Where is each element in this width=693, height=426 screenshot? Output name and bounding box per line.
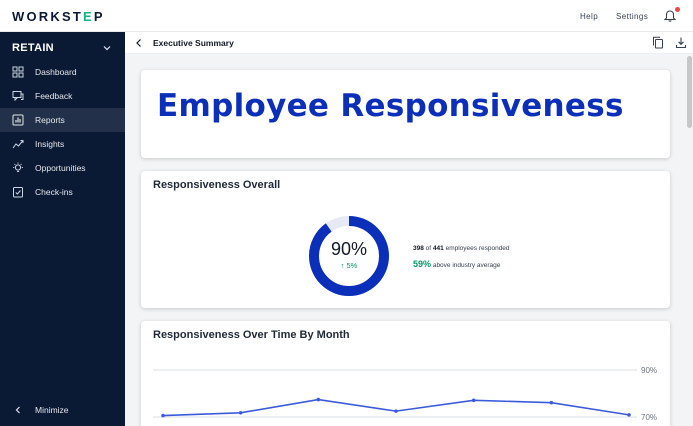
- notification-badge: [675, 7, 680, 12]
- card-title: Responsiveness Over Time By Month: [153, 329, 350, 341]
- donut-chart: [309, 216, 389, 296]
- line-chart: 90% 70%: [153, 366, 657, 422]
- data-point[interactable]: [316, 397, 321, 402]
- minimize-button[interactable]: Minimize: [0, 398, 125, 422]
- sidebar-item-label: Feedback: [35, 91, 73, 101]
- chevron-left-icon: [15, 406, 20, 414]
- donut-progress-arc: [309, 216, 389, 296]
- y-tick-label: 90%: [641, 366, 657, 375]
- chevron-down-icon[interactable]: [102, 44, 112, 52]
- donut-value: 90%: [330, 239, 368, 259]
- sidebar-item-label: Opportunities: [35, 163, 86, 173]
- responded-stat: 398 of 441 employees responded: [413, 245, 510, 252]
- responded-count: 398: [413, 245, 424, 252]
- logo-text-accent: E: [82, 9, 94, 24]
- report-content: Employee Responsiveness Responsiveness O…: [125, 54, 693, 426]
- donut-delta: ↑ 5%: [308, 261, 390, 270]
- page-title: Executive Summary: [153, 38, 234, 48]
- scrollbar-track[interactable]: [686, 54, 693, 426]
- feedback-icon: [12, 91, 24, 102]
- y-tick-label: 70%: [641, 413, 657, 422]
- responsiveness-overall-card: Responsiveness Overall 90% ↑ 5% 398 of 4…: [141, 171, 670, 308]
- checkin-icon: [13, 187, 23, 198]
- report-title: Employee Responsiveness: [157, 88, 624, 124]
- data-point[interactable]: [394, 409, 398, 413]
- insights-icon: [12, 140, 24, 149]
- download-icon[interactable]: [675, 36, 687, 49]
- page-header: Executive Summary: [125, 32, 693, 54]
- settings-link[interactable]: Settings: [616, 12, 649, 21]
- sidebar-item-check-ins[interactable]: Check-ins: [0, 180, 125, 204]
- lightbulb-icon: [13, 162, 23, 172]
- product-name: RETAIN: [12, 42, 54, 54]
- series-line: [162, 398, 630, 417]
- data-point[interactable]: [549, 400, 554, 405]
- delta-value: 5%: [346, 261, 358, 270]
- logo-text-suffix: P: [93, 9, 105, 24]
- sidebar-item-feedback[interactable]: Feedback: [0, 84, 125, 108]
- help-link[interactable]: Help: [580, 12, 599, 21]
- of-text: of: [425, 245, 432, 252]
- responsiveness-over-time-card: Responsiveness Over Time By Month 90% 70%: [141, 321, 670, 426]
- sidebar-item-label: Dashboard: [35, 67, 77, 77]
- top-bar: WORKST E P Help Settings: [0, 0, 693, 32]
- sidebar-item-opportunities[interactable]: Opportunities: [0, 156, 125, 180]
- minimize-label: Minimize: [35, 405, 69, 415]
- total-count: 441: [432, 245, 444, 252]
- hero-card: Employee Responsiveness: [141, 70, 670, 158]
- back-chevron-icon[interactable]: [135, 38, 143, 48]
- sidebar-item-reports[interactable]: Reports: [0, 108, 125, 132]
- logo-text-prefix: WORKST: [12, 9, 83, 24]
- industry-text: above industry average: [432, 262, 501, 269]
- sidebar-item-label: Check-ins: [35, 187, 73, 197]
- sidebar-item-dashboard[interactable]: Dashboard: [0, 60, 125, 84]
- sidebar-item-label: Reports: [35, 115, 65, 125]
- industry-stat: 59% above industry average: [413, 259, 500, 269]
- workstep-logo[interactable]: WORKST E P: [12, 9, 105, 24]
- card-title: Responsiveness Overall: [153, 179, 281, 191]
- sidebar-item-insights[interactable]: Insights: [0, 132, 125, 156]
- industry-pct: 59%: [413, 259, 432, 269]
- arrow-up-icon: ↑: [340, 261, 345, 270]
- dashboard-icon: [12, 66, 24, 78]
- data-point[interactable]: [238, 410, 243, 415]
- sidebar: RETAIN Dashboard Feedback Reports: [0, 32, 125, 426]
- data-point[interactable]: [627, 413, 631, 417]
- responded-text: employees responded: [445, 245, 510, 252]
- copy-icon[interactable]: [652, 36, 664, 49]
- reports-icon: [12, 114, 24, 126]
- bell-icon[interactable]: [663, 9, 677, 23]
- sidebar-item-label: Insights: [35, 139, 65, 149]
- data-point[interactable]: [161, 413, 165, 418]
- scrollbar-thumb[interactable]: [687, 56, 692, 128]
- data-point[interactable]: [471, 398, 476, 403]
